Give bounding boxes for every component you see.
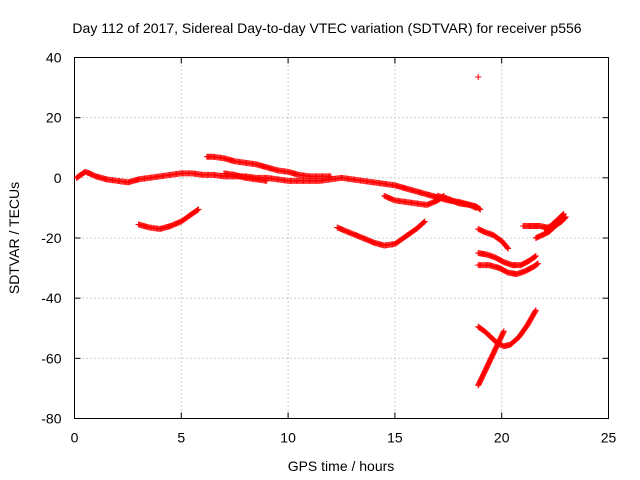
y-tick-label: 0 [54, 170, 62, 186]
data-point [477, 206, 484, 213]
data-point [475, 74, 482, 81]
data-point [327, 173, 334, 180]
data-point [263, 177, 270, 184]
axis-ticks: 0 5 10 15 20 25 -80 -60 -40 -20 0 20 40 [41, 50, 616, 446]
data-point [560, 210, 567, 217]
x-axis-label: GPS time / hours [288, 458, 395, 474]
x-tick-label: 10 [280, 430, 296, 446]
y-tick-label: -60 [41, 350, 61, 366]
data-point [505, 245, 512, 252]
data-point [532, 307, 539, 314]
grid-lines [74, 57, 609, 419]
x-tick-label: 15 [387, 430, 403, 446]
data-point [476, 205, 483, 212]
chart-title: Day 112 of 2017, Sidereal Day-to-day VTE… [72, 20, 581, 36]
data-point [532, 308, 539, 315]
data-marks [73, 74, 569, 389]
data-point [500, 328, 507, 335]
x-tick-label: 0 [71, 430, 79, 446]
data-point [559, 211, 566, 218]
y-axis-label: SDTVAR / TECUs [6, 182, 22, 294]
data-point [420, 219, 427, 226]
data-point [534, 261, 541, 268]
x-tick-label: 5 [177, 430, 185, 446]
data-point [421, 218, 428, 225]
y-tick-label: -20 [41, 230, 61, 246]
data-point [562, 214, 569, 221]
data-point [504, 244, 511, 251]
data-point [535, 260, 542, 267]
data-point [194, 207, 201, 214]
y-tick-label: -40 [41, 290, 61, 306]
y-tick-label: -80 [41, 411, 61, 427]
y-tick-label: 40 [46, 50, 62, 66]
y-tick-label: 20 [46, 110, 62, 126]
data-point [532, 253, 539, 260]
x-tick-label: 25 [601, 430, 617, 446]
data-point [195, 206, 202, 213]
x-tick-label: 20 [494, 430, 510, 446]
data-point [531, 253, 538, 260]
